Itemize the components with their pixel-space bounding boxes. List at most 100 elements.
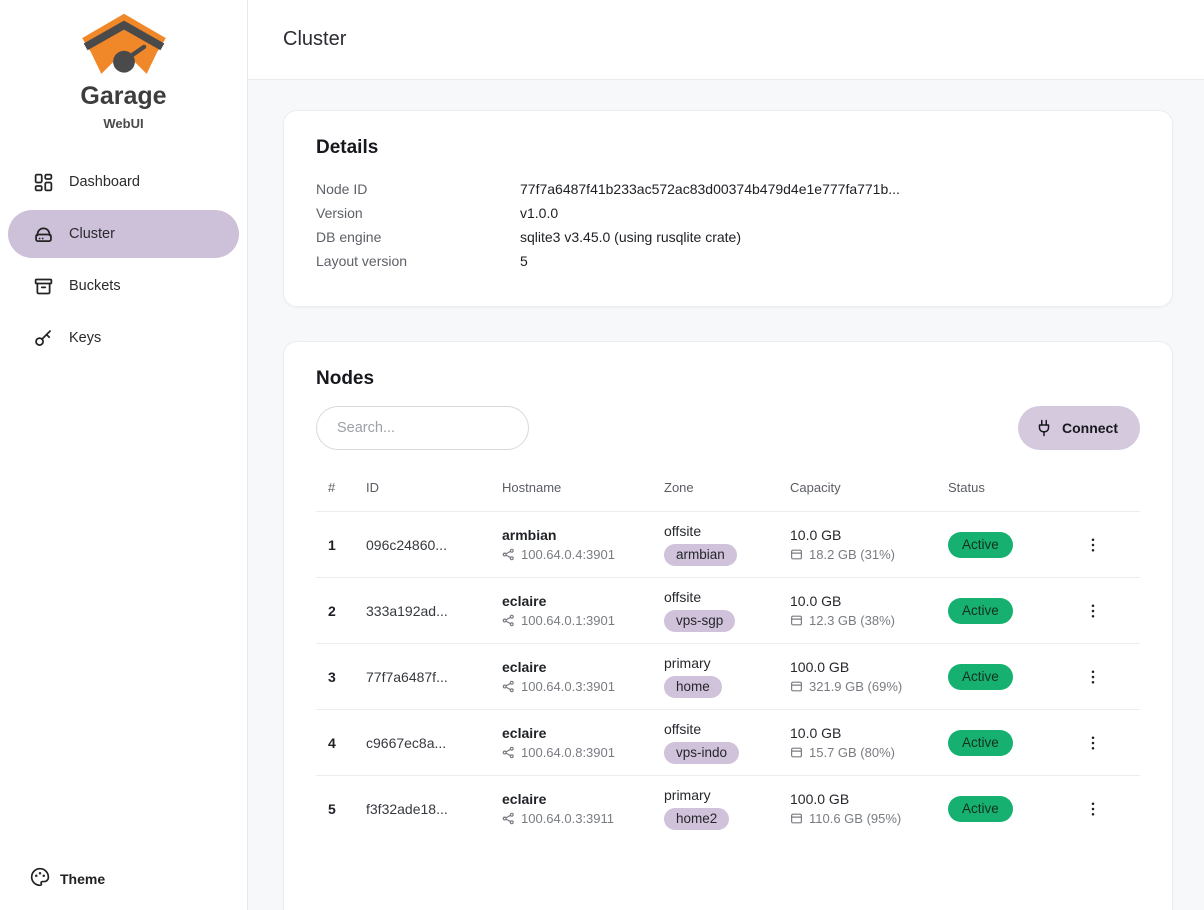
capacity-used: 18.2 GB (31%) [809, 547, 895, 562]
storage-drive-icon [790, 614, 803, 627]
theme-label: Theme [60, 870, 106, 887]
connect-button[interactable]: Connect [1018, 406, 1140, 450]
detail-label: Node ID [316, 181, 368, 197]
kebab-menu-icon [1084, 536, 1102, 554]
node-hostname: eclaire [502, 791, 547, 807]
col-capacity: Capacity [790, 480, 841, 495]
node-row: 5 f3f32ade18... eclaire [316, 775, 1140, 841]
dashboard-icon [32, 171, 54, 193]
status-badge: Active [948, 663, 1013, 690]
sidebar-item-keys[interactable]: Keys [8, 314, 239, 362]
share-icon [502, 812, 515, 825]
capacity-total: 100.0 GB [790, 791, 850, 807]
sidebar-item-label: Buckets [69, 278, 121, 294]
row-actions-button[interactable] [1078, 598, 1108, 624]
storage-drive-icon [790, 680, 803, 693]
details-title: Details [316, 137, 379, 158]
capacity-used: 15.7 GB (80%) [809, 745, 895, 760]
table-header-row: # ID Hostname Zone Capacity Status [316, 474, 1140, 512]
app-subtitle: WebUI [103, 116, 144, 131]
sidebar-item-dashboard[interactable]: Dashboard [8, 158, 239, 206]
details-card: Details Node ID 77f7a6487f41b233ac572ac8… [283, 110, 1173, 307]
node-address: 100.64.0.3:3911 [521, 811, 615, 826]
detail-value: sqlite3 v3.45.0 (using rusqlite crate) [520, 229, 741, 245]
row-actions-button[interactable] [1078, 664, 1108, 690]
detail-row: Layout version 5 [316, 249, 1140, 273]
storage-drive-icon [790, 746, 803, 759]
storage-drive-icon [790, 812, 803, 825]
sidebar: Garage WebUI Dashboard Cluster [0, 0, 248, 910]
zone-name: offsite [664, 523, 702, 539]
col-id: ID [366, 480, 379, 495]
hard-drive-icon [32, 223, 54, 245]
capacity-total: 10.0 GB [790, 593, 842, 609]
col-hostname: Hostname [502, 480, 562, 495]
node-address: 100.64.0.4:3901 [521, 547, 615, 562]
status-badge: Active [948, 531, 1013, 558]
nodes-table: # ID Hostname Zone Capacity Status 1 096… [316, 474, 1140, 841]
logo: Garage WebUI [0, 0, 247, 131]
sidebar-item-buckets[interactable]: Buckets [8, 262, 239, 310]
node-hostname: eclaire [502, 659, 547, 675]
zone-name: offsite [664, 721, 702, 737]
row-actions-button[interactable] [1078, 796, 1108, 822]
kebab-menu-icon [1084, 668, 1102, 686]
plug-icon [1035, 419, 1053, 437]
node-row: 4 c9667ec8a... eclaire [316, 709, 1140, 776]
row-number: 5 [316, 775, 358, 841]
row-actions-button[interactable] [1078, 730, 1108, 756]
zone-name: offsite [664, 589, 702, 605]
node-hostname: armbian [502, 527, 557, 543]
detail-value: 5 [520, 253, 528, 269]
col-status: Status [948, 480, 985, 495]
status-badge: Active [948, 795, 1013, 822]
main-area: Cluster Details Node ID 77f7a6487f41b233… [248, 0, 1204, 910]
node-row: 2 333a192ad... eclaire [316, 577, 1140, 644]
detail-label: DB engine [316, 229, 382, 245]
sidebar-item-label: Cluster [69, 226, 115, 242]
row-actions-button[interactable] [1078, 532, 1108, 558]
detail-row: Version v1.0.0 [316, 201, 1140, 225]
detail-label: Version [316, 205, 363, 221]
capacity-total: 10.0 GB [790, 725, 842, 741]
share-icon [502, 548, 515, 561]
zone-tag-badge: armbian [664, 544, 737, 566]
palette-icon [30, 867, 50, 890]
connect-label: Connect [1062, 420, 1118, 436]
share-icon [502, 614, 515, 627]
node-id: f3f32ade18... [358, 775, 494, 841]
detail-value: 77f7a6487f41b233ac572ac83d00374b479d4e1e… [520, 181, 900, 197]
node-id: 096c24860... [358, 511, 494, 578]
col-actions [1070, 474, 1140, 512]
details-rows: Node ID 77f7a6487f41b233ac572ac83d00374b… [316, 177, 1140, 273]
share-icon [502, 746, 515, 759]
zone-name: primary [664, 787, 711, 803]
kebab-menu-icon [1084, 800, 1102, 818]
node-hostname: eclaire [502, 725, 547, 741]
zone-tag-badge: home [664, 676, 722, 698]
page-title: Cluster [283, 28, 347, 50]
sidebar-item-cluster[interactable]: Cluster [8, 210, 239, 258]
detail-value: v1.0.0 [520, 205, 559, 221]
theme-button[interactable]: Theme [30, 867, 105, 890]
sidebar-nav: Dashboard Cluster Buckets [0, 158, 247, 362]
capacity-total: 100.0 GB [790, 659, 850, 675]
zone-tag-badge: home2 [664, 808, 730, 830]
share-icon [502, 680, 515, 693]
search-input[interactable] [316, 406, 529, 450]
archive-icon [32, 275, 54, 297]
kebab-menu-icon [1084, 602, 1102, 620]
status-badge: Active [948, 729, 1013, 756]
row-number: 4 [316, 709, 358, 776]
kebab-menu-icon [1084, 734, 1102, 752]
capacity-used: 12.3 GB (38%) [809, 613, 895, 628]
row-number: 1 [316, 511, 358, 578]
storage-drive-icon [790, 548, 803, 561]
nodes-title: Nodes [316, 368, 375, 389]
zone-tag-badge: vps-sgp [664, 610, 736, 632]
row-number: 3 [316, 643, 358, 710]
nodes-toolbar: Connect [316, 406, 1140, 450]
row-number: 2 [316, 577, 358, 644]
detail-row: Node ID 77f7a6487f41b233ac572ac83d00374b… [316, 177, 1140, 201]
node-hostname: eclaire [502, 593, 547, 609]
